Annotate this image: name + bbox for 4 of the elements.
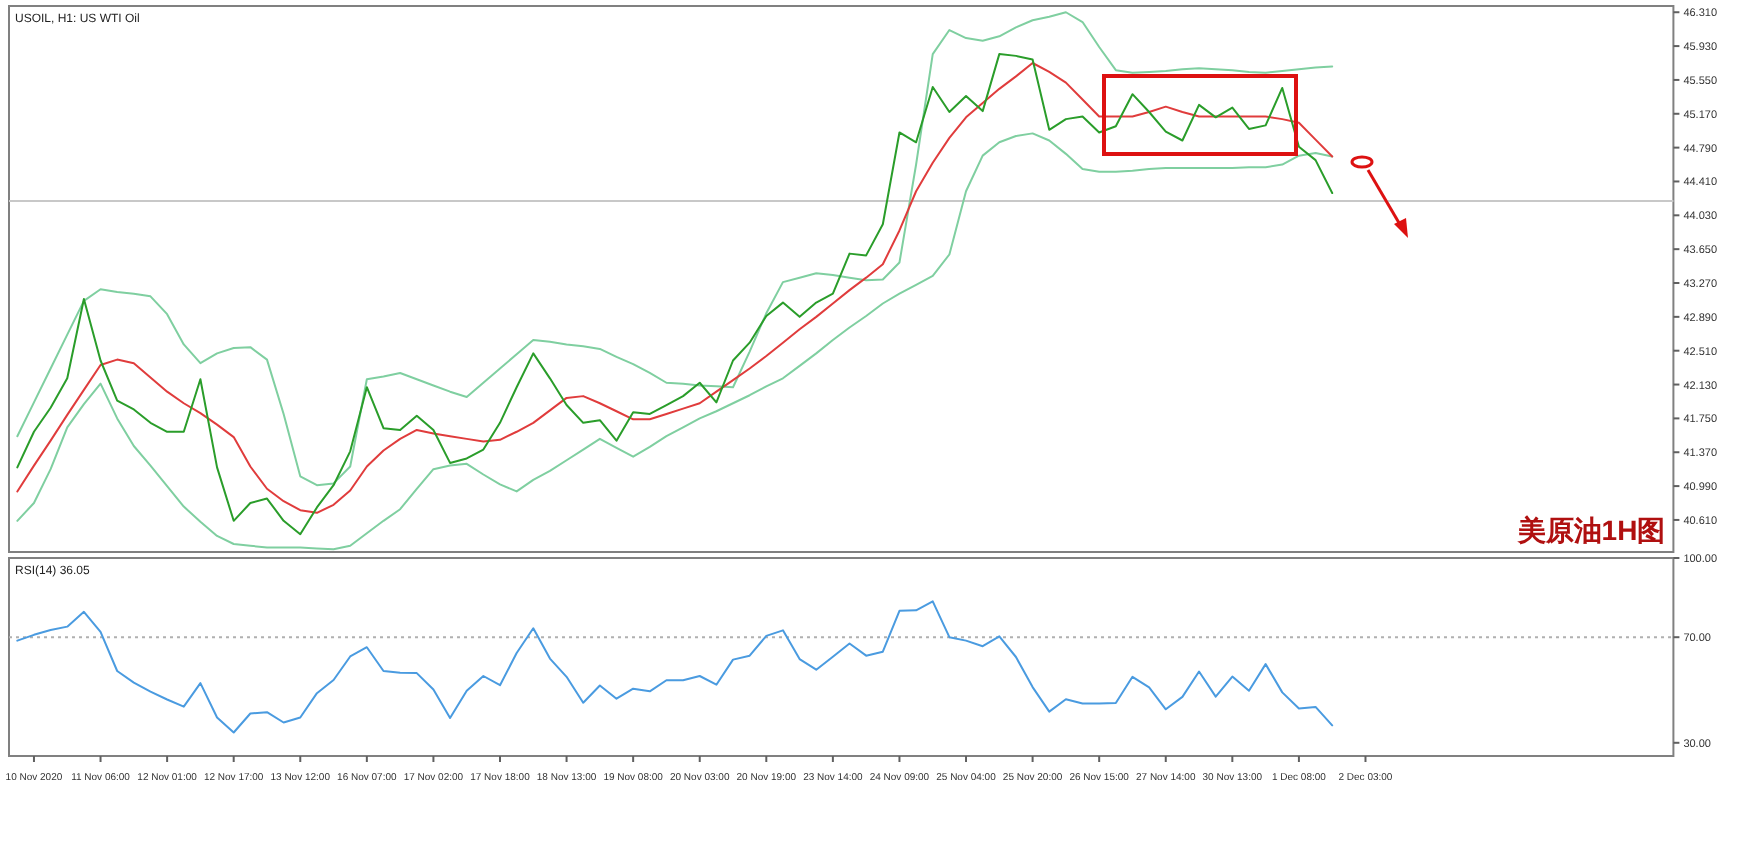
line-series bbox=[16, 132, 1334, 551]
line-series bbox=[16, 600, 1334, 734]
annotation: 美原油1H图 bbox=[1515, 514, 1666, 546]
line-series bbox=[16, 11, 1334, 487]
